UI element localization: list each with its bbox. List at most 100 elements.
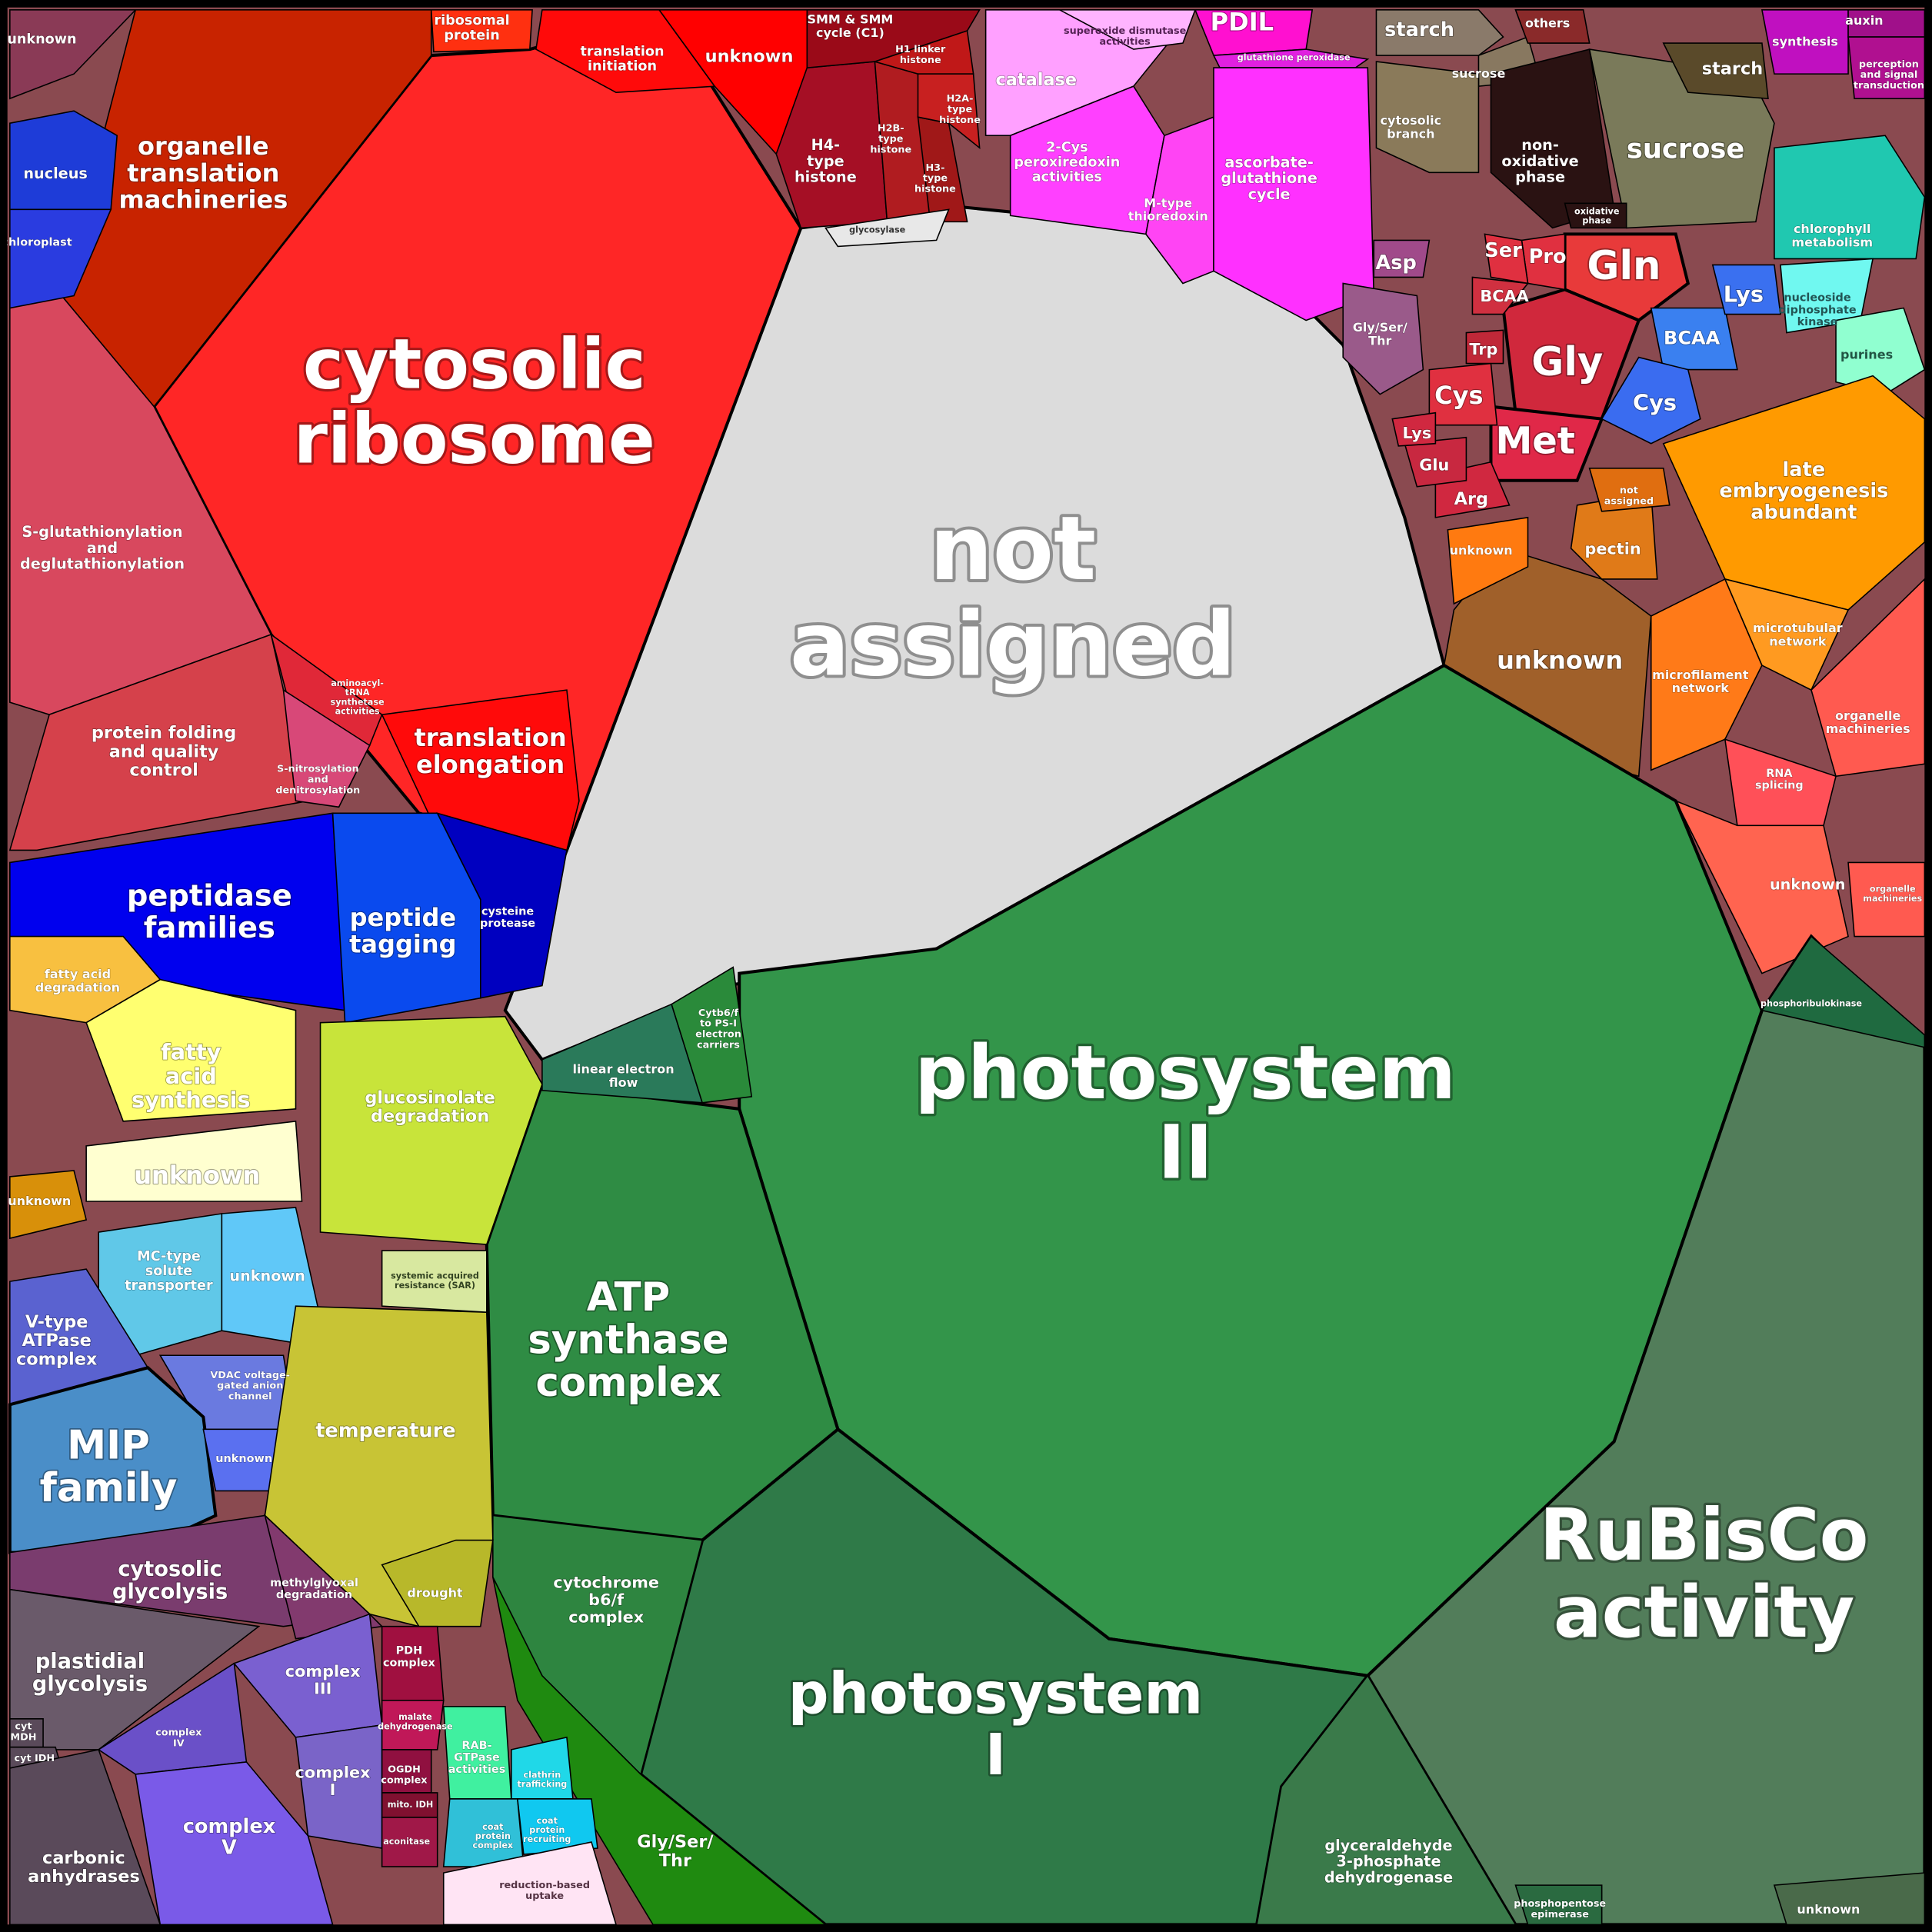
cell (1711, 264, 1781, 315)
cell-label: organelle translation machineries (118, 132, 288, 214)
label-line: peroxiredoxin (1014, 155, 1120, 170)
label-line: synthesis (1772, 34, 1838, 48)
label-line: assigned (790, 593, 1236, 696)
cell (1391, 411, 1437, 447)
label-line: GTPase (454, 1752, 500, 1764)
cell (1489, 405, 1604, 482)
label-line: RuBisCo (1540, 1494, 1869, 1577)
label-line: unknown (7, 32, 76, 47)
label-line: Pro (1529, 245, 1567, 268)
label-line: I (985, 1723, 1006, 1788)
label-line: nucleus (23, 164, 88, 182)
cell (1674, 799, 1849, 974)
cell-label: others (1525, 15, 1570, 30)
label-line: complex (568, 1608, 644, 1627)
cell (1835, 307, 1926, 395)
cell-label: Cytb6/f to PS-I electron carriers (695, 1007, 741, 1051)
label-line: gated anion (217, 1380, 283, 1391)
label-line: splicing (1755, 780, 1804, 792)
label-line: tagging (349, 930, 457, 959)
label-line: organelle (1835, 708, 1900, 722)
cell-label: aminoacyl-tRNA synthetase activities (331, 678, 385, 716)
label-line: degradation (35, 980, 120, 994)
label-line: elongation (416, 750, 565, 779)
label-line: pectin (1584, 540, 1641, 558)
label-line: H1 linker (895, 44, 946, 55)
cell (1059, 9, 1197, 50)
cell-label: coat protein recruiting (523, 1816, 571, 1844)
label-line: BCAA (1664, 328, 1720, 349)
label-line: MDH (10, 1731, 36, 1743)
label-line: Gly (1531, 339, 1603, 385)
label-line: tRNA (345, 688, 370, 698)
label-line: H2A- (947, 93, 974, 105)
label-line: complex (16, 1349, 98, 1369)
cell (1465, 329, 1504, 365)
cell-label: clathrin trafficking (517, 1770, 567, 1790)
label-line: and quality (109, 741, 219, 761)
label-line: unknown (8, 1193, 71, 1208)
cell-label: PDH complex (383, 1645, 435, 1670)
label-line: BCAA (1480, 287, 1528, 305)
cell-label: peptidase families (127, 878, 292, 945)
label-line: Thr (1368, 333, 1391, 348)
label-line: translation (414, 723, 566, 752)
label-line: S-glutathionylation (22, 523, 182, 541)
label-line: cycle (C1) (816, 25, 884, 39)
label-line: Arg (1454, 488, 1488, 508)
cell-label: photosystem II (914, 1030, 1456, 1196)
label-line: type (948, 104, 973, 115)
cell-label: superoxide dismutase activities (1064, 25, 1187, 48)
label-line: starch (1384, 18, 1454, 42)
cell-label: not assigned (790, 498, 1236, 697)
label-line: histone (794, 168, 857, 185)
cell-label: ATP synthase complex (528, 1274, 728, 1406)
label-line: to PS-I (700, 1018, 737, 1029)
label-line: and (308, 774, 328, 785)
cell-label: H4-type histone (794, 136, 857, 186)
label-line: transporter (125, 1278, 213, 1294)
label-line: cytosolic (303, 325, 646, 405)
cell-label: catalase (996, 70, 1078, 90)
label-line: microfilament (1652, 667, 1749, 681)
label-line: superoxide dismutase (1064, 25, 1187, 37)
label-line: denitrosylation (275, 784, 360, 796)
cell-label: microfilament network (1652, 667, 1749, 695)
label-line: Cys (1633, 389, 1677, 415)
cell-label: fatty acid synthesis (132, 1039, 251, 1113)
cell-label: Lys (1724, 281, 1764, 307)
cell-label: fatty acid degradation (35, 967, 120, 994)
cell-label: cytochrome b6/f complex (553, 1574, 659, 1627)
label-line: photosystem (788, 1662, 1203, 1727)
label-line: PDH (396, 1645, 423, 1657)
cell-label: RuBisCo activity (1540, 1494, 1869, 1654)
label-line: type (878, 133, 904, 145)
label-line: non- (1521, 136, 1559, 154)
cell-label: complex III (285, 1662, 361, 1697)
label-line: network (1672, 681, 1730, 695)
label-line: activities (335, 706, 380, 716)
cell-label: Cys (1633, 389, 1677, 415)
cell (381, 689, 580, 851)
label-line: aminoacyl- (331, 678, 384, 688)
cell (1662, 42, 1769, 100)
label-line: complex (383, 1657, 435, 1669)
label-line: photosystem (914, 1030, 1456, 1116)
label-line: organelle (1870, 884, 1916, 894)
label-line: temperature (315, 1420, 456, 1443)
label-line: and (87, 538, 118, 556)
label-line: cyt (15, 1720, 32, 1732)
cell (381, 1817, 438, 1867)
label-line: synthetase (331, 697, 385, 707)
label-line: abundant (1750, 501, 1857, 524)
cell-label: unknown (229, 1267, 305, 1284)
cell-label: drought (407, 1585, 463, 1600)
label-line: linear electron (573, 1061, 675, 1076)
label-line: activities (1032, 169, 1102, 185)
label-line: histone (939, 114, 981, 125)
cell (1447, 516, 1529, 605)
label-line: anhydrases (28, 1867, 140, 1887)
cell-label: cytosolic ribosome (294, 325, 655, 480)
cell (9, 1170, 88, 1240)
